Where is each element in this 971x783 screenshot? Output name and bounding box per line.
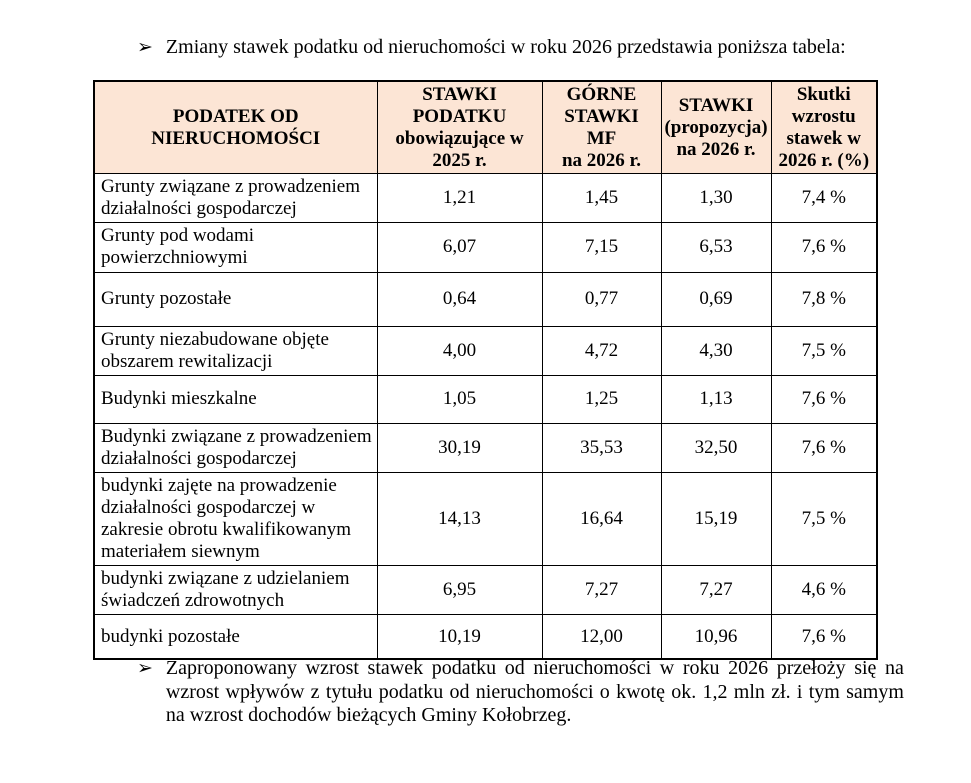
table-row: budynki pozostałe 10,19 12,00 10,96 7,6 … [93,613,878,660]
column-header-tax-type: PODATEK OD NIERUCHOMOŚCI [93,80,378,175]
row-label: Budynki mieszkalne [93,374,378,424]
rate-cell: 1,45 [541,173,662,224]
rate-cell: 7,4 % [770,173,878,224]
table-row: Grunty pozostałe 0,64 0,77 0,69 7,8 % [93,271,878,327]
rate-cell: 15,19 [660,471,772,566]
property-tax-rates-table: PODATEK OD NIERUCHOMOŚCI STAWKI PODATKU … [93,80,878,661]
arrow-bullet-icon: ➢ [137,37,153,58]
column-header-rates-2025: STAWKI PODATKU obowiązujące w 2025 r. [376,80,543,175]
rate-cell: 7,6 % [770,613,878,660]
row-label: Grunty związane z prowadzeniem działalno… [93,173,378,224]
rate-cell: 32,50 [660,422,772,473]
table-row: Budynki mieszkalne 1,05 1,25 1,13 7,6 % [93,374,878,424]
table-row: Grunty pod wodami powierzchniowymi 6,07 … [93,222,878,273]
rate-cell: 7,6 % [770,374,878,424]
rate-cell: 7,27 [541,564,662,615]
rate-cell: 6,07 [376,222,543,273]
rate-cell: 10,19 [376,613,543,660]
rate-cell: 7,27 [660,564,772,615]
rate-cell: 7,15 [541,222,662,273]
rate-cell: 6,95 [376,564,543,615]
rate-cell: 4,6 % [770,564,878,615]
rate-cell: 16,64 [541,471,662,566]
rate-cell: 10,96 [660,613,772,660]
rate-cell: 35,53 [541,422,662,473]
table-row: budynki zajęte na prowadzenie działalnoś… [93,471,878,566]
table-row: budynki związane z udzielaniem świadczeń… [93,564,878,615]
rate-cell: 1,05 [376,374,543,424]
table-header-row: PODATEK OD NIERUCHOMOŚCI STAWKI PODATKU … [93,80,878,175]
arrow-bullet-icon: ➢ [137,658,153,679]
column-header-proposed-rates-2026: STAWKI (propozycja) na 2026 r. [660,80,772,175]
rate-cell: 1,30 [660,173,772,224]
rate-cell: 0,77 [541,271,662,327]
rate-cell: 7,6 % [770,222,878,273]
rate-cell: 7,5 % [770,471,878,566]
rate-cell: 1,21 [376,173,543,224]
row-label: Grunty pozostałe [93,271,378,327]
rate-cell: 4,72 [541,325,662,376]
intro-text: Zmiany stawek podatku od nieruchomości w… [165,36,846,58]
row-label: Grunty pod wodami powierzchniowymi [93,222,378,273]
table-row: Grunty niezabudowane objęte obszarem rew… [93,325,878,376]
row-label: budynki zajęte na prowadzenie działalnoś… [93,471,378,566]
rate-cell: 1,25 [541,374,662,424]
rate-cell: 12,00 [541,613,662,660]
rate-cell: 7,6 % [770,422,878,473]
table-row: Grunty związane z prowadzeniem działalno… [93,173,878,224]
column-header-increase-effect: Skutki wzrostu stawek w 2026 r. (%) [770,80,878,175]
rate-cell: 0,64 [376,271,543,327]
rate-cell: 0,69 [660,271,772,327]
rate-cell: 7,8 % [770,271,878,327]
rate-cell: 4,00 [376,325,543,376]
rate-cell: 14,13 [376,471,543,566]
row-label: budynki związane z udzielaniem świadczeń… [93,564,378,615]
rate-cell: 4,30 [660,325,772,376]
outro-text: Zaproponowany wzrost stawek podatku od n… [165,657,904,726]
table-row: Budynki związane z prowadzeniem działaln… [93,422,878,473]
rate-cell: 7,5 % [770,325,878,376]
rate-cell: 1,13 [660,374,772,424]
outro-bullet-row: ➢ Zaproponowany wzrost stawek podatku od… [137,657,907,728]
row-label: Budynki związane z prowadzeniem działaln… [93,422,378,473]
rate-cell: 30,19 [376,422,543,473]
column-header-mf-upper-rates-2026: GÓRNE STAWKI MF na 2026 r. [541,80,662,175]
row-label: Grunty niezabudowane objęte obszarem rew… [93,325,378,376]
row-label: budynki pozostałe [93,613,378,660]
intro-bullet-row: ➢ Zmiany stawek podatku od nieruchomości… [137,36,927,60]
rate-cell: 6,53 [660,222,772,273]
